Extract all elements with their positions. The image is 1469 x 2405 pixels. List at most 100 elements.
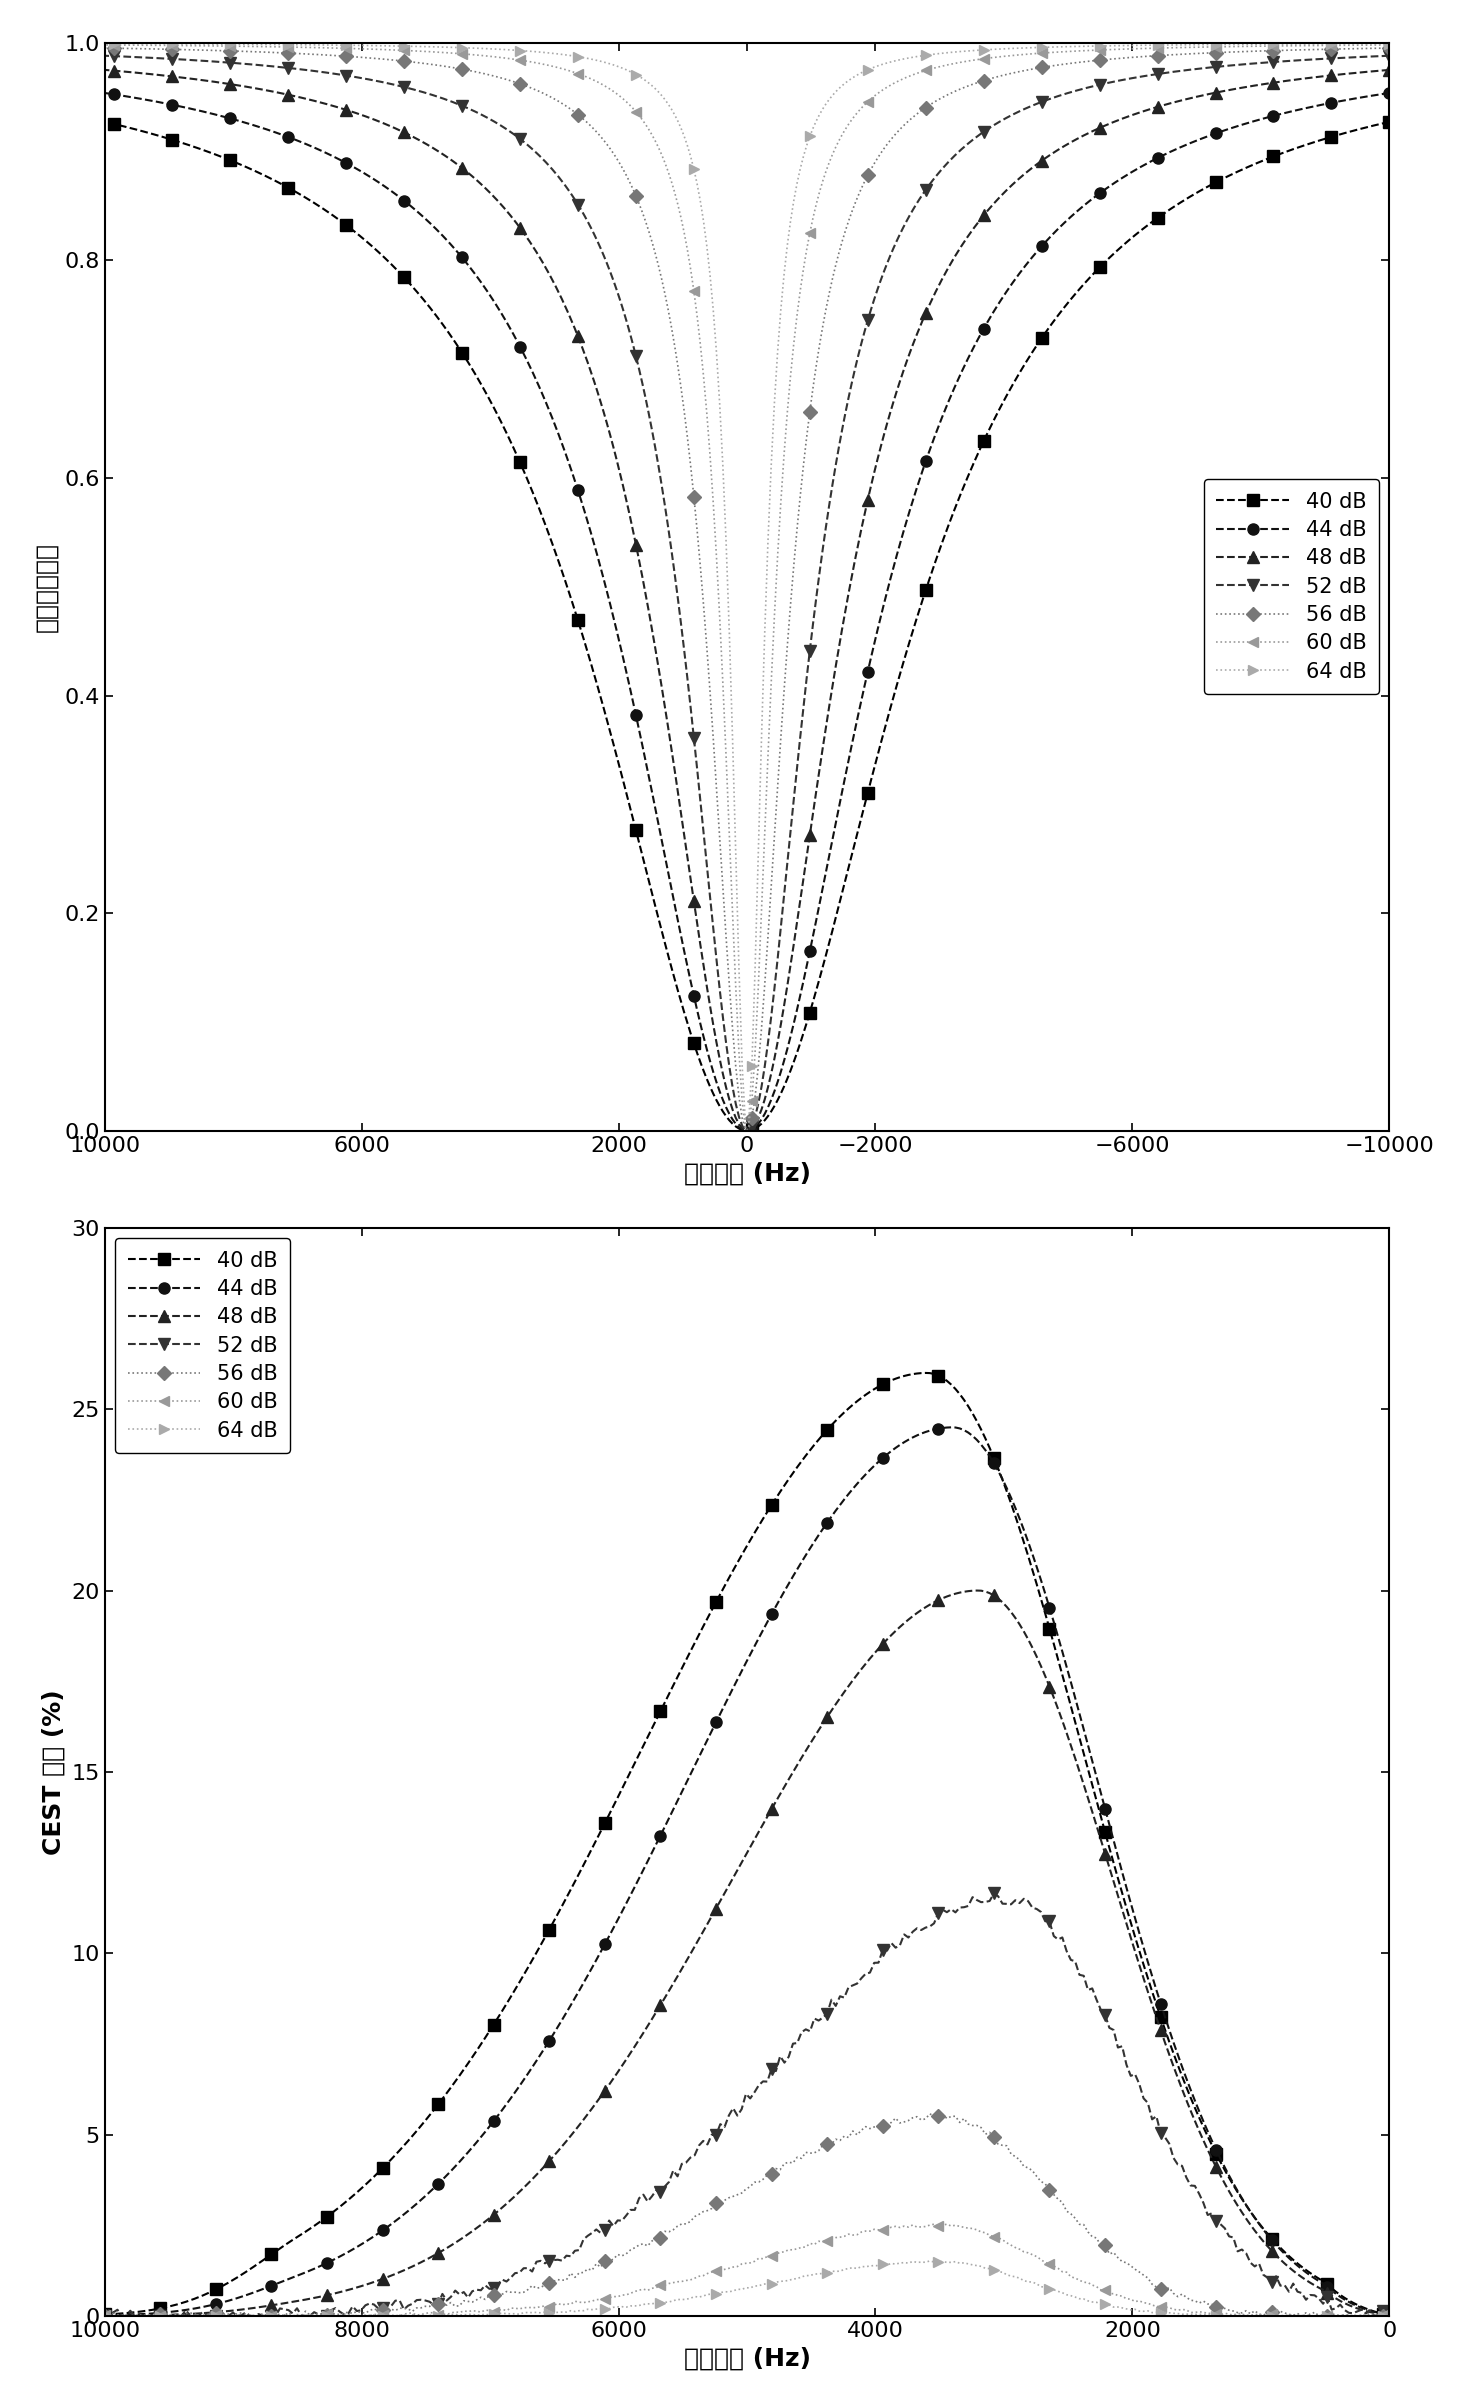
56 dB <box>852 2116 870 2145</box>
Line: 56 dB: 56 dB <box>100 2109 1388 2321</box>
44 dB <box>1374 2299 1391 2328</box>
40 dB <box>871 729 889 758</box>
44 dB <box>942 1412 959 1441</box>
48 dB <box>878 1626 896 1655</box>
40 dB <box>444 325 461 354</box>
Line: 44 dB: 44 dB <box>98 1421 1388 2321</box>
40 dB <box>95 2299 113 2328</box>
48 dB <box>444 147 461 176</box>
60 dB <box>1227 31 1244 60</box>
52 dB <box>100 2297 118 2326</box>
64 dB <box>962 36 980 65</box>
52 dB <box>95 41 113 70</box>
48 dB <box>962 219 980 248</box>
52 dB <box>444 87 461 115</box>
64 dB <box>444 34 461 63</box>
56 dB <box>921 2100 939 2128</box>
48 dB <box>1374 2299 1391 2328</box>
48 dB <box>1178 2085 1196 2114</box>
56 dB <box>450 55 467 84</box>
48 dB <box>95 55 113 84</box>
60 dB <box>962 46 980 75</box>
40 dB <box>917 1359 934 1388</box>
60 dB <box>740 1114 758 1142</box>
56 dB <box>95 34 113 63</box>
40 dB <box>450 334 467 363</box>
44 dB <box>569 476 586 505</box>
52 dB <box>740 1116 758 1145</box>
52 dB <box>1227 51 1244 79</box>
48 dB <box>1381 55 1398 84</box>
64 dB <box>100 2302 118 2330</box>
56 dB <box>100 2299 118 2328</box>
40 dB <box>569 606 586 635</box>
64 dB <box>95 2302 113 2330</box>
Y-axis label: 归一化的强度: 归一化的强度 <box>35 541 59 633</box>
52 dB <box>95 2302 113 2330</box>
Line: 60 dB: 60 dB <box>100 41 1394 1133</box>
48 dB <box>95 2302 113 2330</box>
64 dB <box>450 34 467 63</box>
56 dB <box>871 139 889 168</box>
Line: 60 dB: 60 dB <box>100 2220 1388 2321</box>
40 dB <box>100 2299 118 2328</box>
60 dB <box>1181 2299 1199 2328</box>
Line: 44 dB: 44 dB <box>98 87 1396 1135</box>
64 dB <box>740 1109 758 1138</box>
48 dB <box>569 322 586 351</box>
44 dB <box>450 238 467 267</box>
60 dB <box>856 2217 874 2246</box>
60 dB <box>871 77 889 106</box>
44 dB <box>95 79 113 108</box>
52 dB <box>1374 2297 1391 2326</box>
Line: 40 dB: 40 dB <box>98 115 1396 1135</box>
60 dB <box>95 2299 113 2328</box>
52 dB <box>878 1936 896 1965</box>
X-axis label: 偏移频率 (Hz): 偏移频率 (Hz) <box>683 1162 811 1186</box>
56 dB <box>878 2109 896 2138</box>
60 dB <box>95 31 113 60</box>
64 dB <box>95 29 113 58</box>
52 dB <box>986 1878 1003 1907</box>
44 dB <box>1381 79 1398 108</box>
60 dB <box>444 38 461 67</box>
52 dB <box>1259 2263 1277 2292</box>
48 dB <box>1259 2232 1277 2261</box>
48 dB <box>856 1650 874 1679</box>
48 dB <box>100 2302 118 2330</box>
56 dB <box>95 2302 113 2330</box>
40 dB <box>1381 108 1398 137</box>
60 dB <box>1374 2302 1391 2330</box>
56 dB <box>444 53 461 82</box>
64 dB <box>1263 2302 1281 2330</box>
64 dB <box>921 2246 939 2275</box>
Line: 56 dB: 56 dB <box>100 43 1394 1135</box>
Line: 64 dB: 64 dB <box>100 2256 1388 2321</box>
44 dB <box>878 1441 896 1469</box>
60 dB <box>883 2213 900 2241</box>
40 dB <box>856 1380 874 1409</box>
44 dB <box>962 339 980 368</box>
48 dB <box>871 433 889 462</box>
56 dB <box>569 101 586 130</box>
52 dB <box>450 89 467 118</box>
64 dB <box>1181 2299 1199 2328</box>
Line: 48 dB: 48 dB <box>98 1585 1388 2321</box>
52 dB <box>856 1960 874 1989</box>
40 dB <box>95 108 113 137</box>
48 dB <box>1227 75 1244 103</box>
Y-axis label: CEST 效应 (%): CEST 效应 (%) <box>41 1688 66 1854</box>
44 dB <box>1178 2063 1196 2092</box>
Line: 48 dB: 48 dB <box>98 65 1396 1135</box>
40 dB <box>962 455 980 483</box>
52 dB <box>871 267 889 296</box>
Legend: 40 dB, 44 dB, 48 dB, 52 dB, 56 dB, 60 dB, 64 dB: 40 dB, 44 dB, 48 dB, 52 dB, 56 dB, 60 dB… <box>115 1239 291 1453</box>
Line: 64 dB: 64 dB <box>100 38 1394 1128</box>
Line: 52 dB: 52 dB <box>98 51 1396 1135</box>
40 dB <box>878 1368 896 1397</box>
64 dB <box>569 43 586 72</box>
44 dB <box>871 604 889 633</box>
40 dB <box>1374 2299 1391 2328</box>
52 dB <box>569 190 586 219</box>
Line: 40 dB: 40 dB <box>98 1368 1388 2321</box>
